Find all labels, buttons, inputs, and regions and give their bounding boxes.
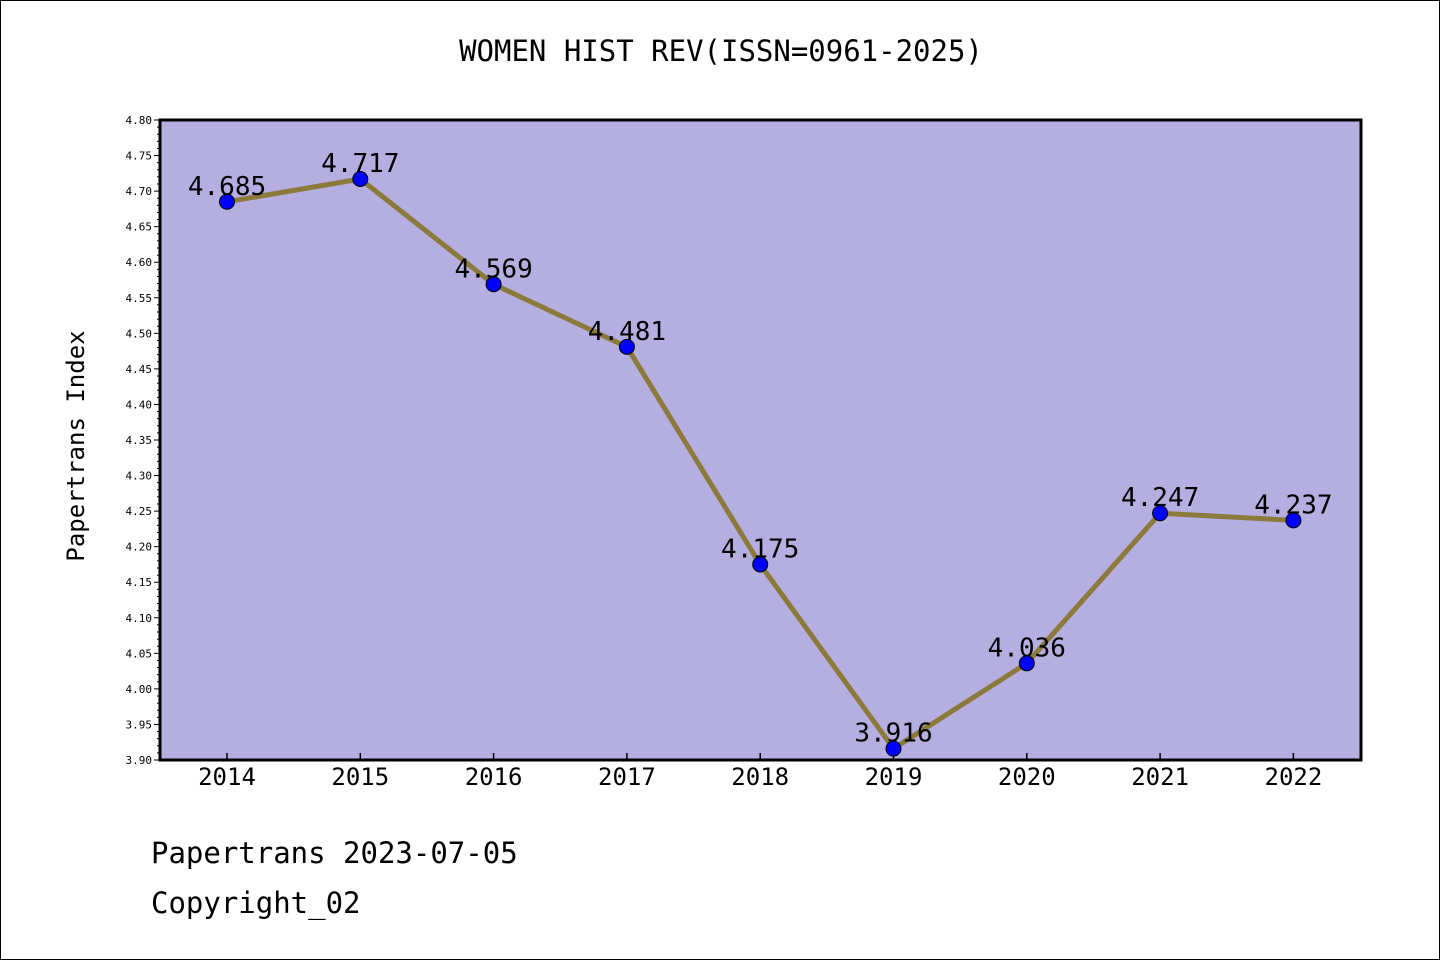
data-label: 4.717 (321, 149, 399, 179)
y-tick-label: 4.05 (126, 647, 153, 660)
data-point (1018, 655, 1035, 672)
y-axis: 3.90 3.95 4.00 4.05 4.10 4.15 4.20 4.25 4.30 4.35… (126, 114, 160, 767)
y-tick-label: 4.40 (126, 398, 153, 411)
y-tick-label: 3.90 (126, 754, 153, 767)
y-tick-label: 4.00 (126, 683, 153, 696)
y-tick-label: 4.20 (126, 541, 153, 554)
y-tick-label: 4.15 (126, 576, 153, 589)
data-point (219, 193, 235, 210)
x-axis: 2014 2015 2016 2017 2018 2019 2020 2021 2022 (198, 753, 1322, 791)
data-point (618, 338, 635, 355)
y-tick-label: 3.95 (126, 718, 153, 731)
x-tick-label: 2014 (198, 763, 256, 791)
x-tick-label: 2020 (998, 763, 1056, 791)
y-axis-title: Papertrans Index (62, 330, 90, 561)
data-label: 4.569 (454, 254, 532, 284)
data-label: 4.247 (1121, 483, 1199, 513)
plot-area (160, 120, 1361, 760)
x-tick-label: 2022 (1265, 763, 1323, 791)
chart-title: WOMEN HIST REV(ISSN=0961-2025) (459, 34, 983, 68)
x-tick-label: 2016 (465, 763, 523, 791)
x-tick-label: 2019 (865, 763, 923, 791)
data-label: 4.481 (588, 317, 666, 347)
data-point (752, 556, 769, 573)
y-tick-label: 4.65 (126, 221, 153, 234)
footer-date: Papertrans 2023-07-05 (151, 836, 518, 870)
y-tick-label: 4.70 (126, 185, 153, 198)
data-point (885, 740, 902, 757)
data-label: 4.036 (988, 633, 1066, 663)
y-tick-label: 4.10 (126, 612, 153, 625)
y-tick-label: 4.55 (126, 292, 153, 305)
y-tick-label: 4.75 (126, 150, 153, 163)
x-tick-label: 2018 (731, 763, 789, 791)
y-tick-label: 4.35 (126, 434, 153, 447)
data-label: 4.685 (188, 172, 266, 202)
data-label: 4.175 (721, 534, 799, 564)
plot-frame (158, 118, 1363, 762)
data-point (352, 171, 369, 188)
y-tick-label: 4.25 (126, 505, 153, 518)
data-labels: 4.685 4.717 4.569 4.481 4.175 3.916 4.036 4.247… (188, 149, 1333, 749)
x-tick-label: 2017 (598, 763, 656, 791)
x-tick-label: 2015 (331, 763, 389, 791)
data-label: 4.237 (1254, 490, 1332, 520)
y-tick-label: 4.60 (126, 256, 153, 269)
data-point (485, 276, 502, 293)
data-point (1285, 512, 1302, 529)
y-tick-label: 4.30 (126, 470, 153, 483)
y-tick-label: 4.50 (126, 327, 153, 340)
y-tick-label: 4.45 (126, 363, 153, 376)
footer-copyright: Copyright_02 (151, 886, 361, 920)
data-label: 3.916 (854, 719, 932, 749)
data-points (219, 171, 1302, 757)
y-tick-label: 4.80 (126, 114, 153, 127)
data-point (1152, 505, 1169, 522)
x-tick-label: 2021 (1131, 763, 1189, 791)
